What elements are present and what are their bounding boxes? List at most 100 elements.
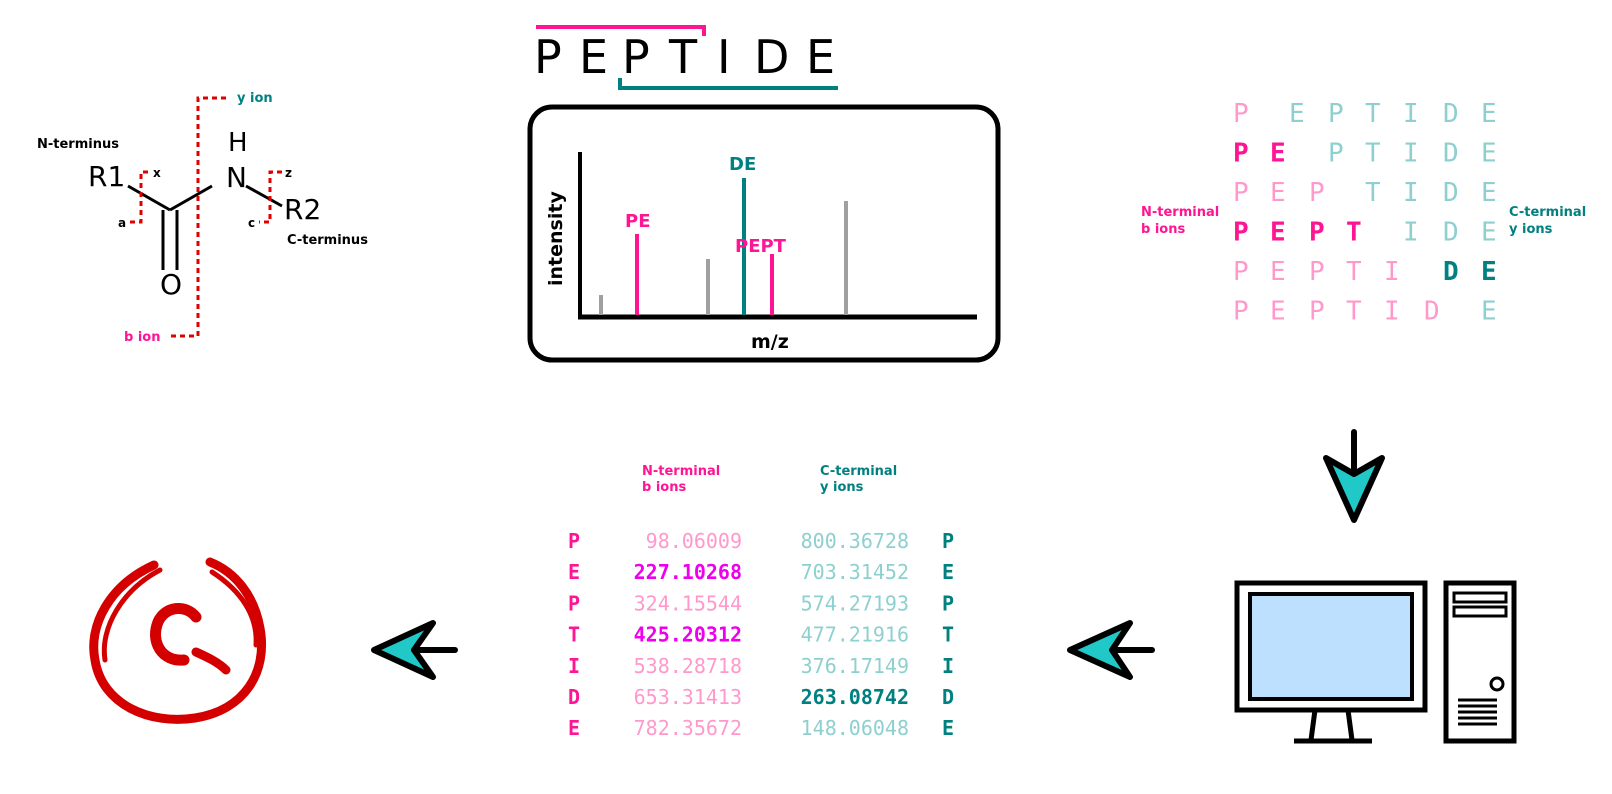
table-letter-left-2: E xyxy=(568,560,580,584)
ladder-letter-r3-c1: P xyxy=(1233,178,1249,208)
ladder-letter-r3-c3: P xyxy=(1309,178,1325,208)
ladder-letter-r6-c3: P xyxy=(1309,297,1325,327)
title-letter-2: E xyxy=(579,30,608,84)
b-ion-mass-1: 98.06009 xyxy=(646,529,742,553)
title-letter-1: P xyxy=(534,30,562,84)
ladder-letter-r6-c5: I xyxy=(1384,297,1400,327)
table-n-header-1: N-terminal xyxy=(642,464,720,479)
ladder-letter-r3-c5: I xyxy=(1403,178,1419,208)
table-letter-right-2: E xyxy=(942,560,954,584)
ladder-letter-r5-c6: D xyxy=(1443,257,1459,287)
table-letter-right-1: P xyxy=(942,529,954,553)
table-n-header-2: b ions xyxy=(642,480,686,495)
c-z-cleavage xyxy=(259,170,282,224)
ladder-letter-r3-c7: E xyxy=(1481,178,1497,208)
b-ion-mass-5: 538.28718 xyxy=(634,654,742,678)
y-ion-mass-6: 263.08742 xyxy=(801,685,909,709)
ladder-letter-r6-c1: P xyxy=(1233,297,1249,327)
ladder-letter-r6-c2: E xyxy=(1270,297,1286,327)
ladder-letter-r4-c3: P xyxy=(1309,218,1325,248)
table-letter-left-1: P xyxy=(568,529,580,553)
y-axis-label: intensity xyxy=(545,191,567,286)
fragment-ladder: P E P T I D EP E P T I D EP E P T I D EP E P T I D EP E P T I D EP E P T I… xyxy=(1233,99,1497,327)
table-letter-left-7: E xyxy=(568,716,580,740)
ladder-c-label-2: y ions xyxy=(1509,222,1553,237)
ladder-letter-r6-c4: T xyxy=(1346,297,1362,327)
ladder-letter-r4-c7: E xyxy=(1481,218,1497,248)
peptide-title: P E P T I D E xyxy=(534,25,838,90)
bond-r1-c xyxy=(127,184,171,212)
a-x-cleavage xyxy=(129,170,148,224)
peak-label-pe: PE xyxy=(625,211,651,232)
ladder-letter-r1-c2: E xyxy=(1289,99,1305,129)
ladder-letter-r2-c3: P xyxy=(1328,139,1344,169)
ladder-letter-r1-c5: I xyxy=(1403,99,1419,129)
x-ion-label: x xyxy=(153,166,161,180)
ladder-letter-r2-c2: E xyxy=(1270,139,1286,169)
z-ion-label: z xyxy=(285,166,292,180)
ladder-letter-r1-c3: P xyxy=(1328,99,1344,129)
y-ion-mass-2: 703.31452 xyxy=(801,560,909,584)
y-ion-mass-1: 800.36728 xyxy=(801,529,909,553)
title-letter-5: I xyxy=(717,30,731,84)
y-ion-mass-4: 477.21916 xyxy=(801,623,909,647)
ladder-letter-r4-c6: D xyxy=(1443,218,1459,248)
y-ion-mass-3: 574.27193 xyxy=(801,591,909,615)
r1-label: R1 xyxy=(88,160,125,193)
ladder-letter-r1-c4: T xyxy=(1365,99,1381,129)
ladder-letter-r5-c2: E xyxy=(1270,257,1286,287)
ladder-letter-r2-c7: E xyxy=(1481,139,1497,169)
mass-spectrum: PE DE PEPT m/z intensity xyxy=(527,104,1001,363)
title-letter-3: P xyxy=(622,30,650,84)
y-ion-label: y ion xyxy=(237,91,273,106)
b-ion-mass-3: 324.15544 xyxy=(634,591,742,615)
table-c-header-2: y ions xyxy=(820,480,864,495)
ladder-letter-r6-c6: D xyxy=(1424,297,1440,327)
peptide-bond-structure: R1 H N R2 O N-terminus C-terminus x a z … xyxy=(37,91,368,345)
c-terminus-label: C-terminus xyxy=(287,233,368,248)
cleavage-lines xyxy=(129,96,282,338)
c-ion-label: c xyxy=(248,216,255,230)
ladder-n-label-1: N-terminal xyxy=(1141,205,1219,220)
title-letter-6: D xyxy=(754,30,789,84)
peak-label-pept: PEPT xyxy=(735,236,787,257)
title-letter-4: T xyxy=(668,30,698,84)
ladder-letter-r6-c7: E xyxy=(1481,297,1497,327)
table-c-header-1: C-terminal xyxy=(820,464,897,479)
y-ion-mass-5: 376.17149 xyxy=(801,654,909,678)
peak-label-de: DE xyxy=(729,154,756,175)
ladder-letter-r1-c7: E xyxy=(1481,99,1497,129)
ladder-letter-r2-c6: D xyxy=(1443,139,1459,169)
ladder-c-label-1: C-terminal xyxy=(1509,205,1586,220)
spectrum-frame xyxy=(527,104,1001,363)
ladder-letter-r5-c1: P xyxy=(1233,257,1249,287)
computer-icon xyxy=(1234,580,1517,744)
ladder-n-label-2: b ions xyxy=(1141,222,1185,237)
table-letter-right-4: T xyxy=(942,623,954,647)
ladder-letter-r2-c4: T xyxy=(1365,139,1381,169)
table-letter-right-5: I xyxy=(942,654,954,678)
b-ion-mass-4: 425.20312 xyxy=(634,623,742,647)
table-letter-left-6: D xyxy=(568,685,580,709)
ladder-letter-r3-c2: E xyxy=(1270,178,1286,208)
ladder-letter-r2-c5: I xyxy=(1403,139,1419,169)
bond-c-n xyxy=(169,184,213,212)
n-terminus-label: N-terminus xyxy=(37,137,119,152)
h-atom: H xyxy=(228,128,248,158)
title-letter-7: E xyxy=(806,30,835,84)
b-ion-mass-2: 227.10268 xyxy=(634,560,742,584)
ladder-letter-r3-c4: T xyxy=(1365,178,1381,208)
n-atom: N xyxy=(226,161,247,194)
o-atom: O xyxy=(160,268,182,301)
ladder-letter-r5-c3: P xyxy=(1309,257,1325,287)
monitor-screen xyxy=(1248,592,1414,701)
table-letter-left-4: T xyxy=(568,623,580,647)
b-ion-mass-7: 782.35672 xyxy=(634,716,742,740)
arrow-left-icon-2 xyxy=(371,620,458,680)
ladder-letter-r5-c4: T xyxy=(1346,257,1362,287)
bond-n-r2 xyxy=(245,184,283,208)
table-letter-right-7: E xyxy=(942,716,954,740)
arrow-left-icon xyxy=(1067,620,1155,680)
ladder-letter-r1-c1: P xyxy=(1233,99,1249,129)
